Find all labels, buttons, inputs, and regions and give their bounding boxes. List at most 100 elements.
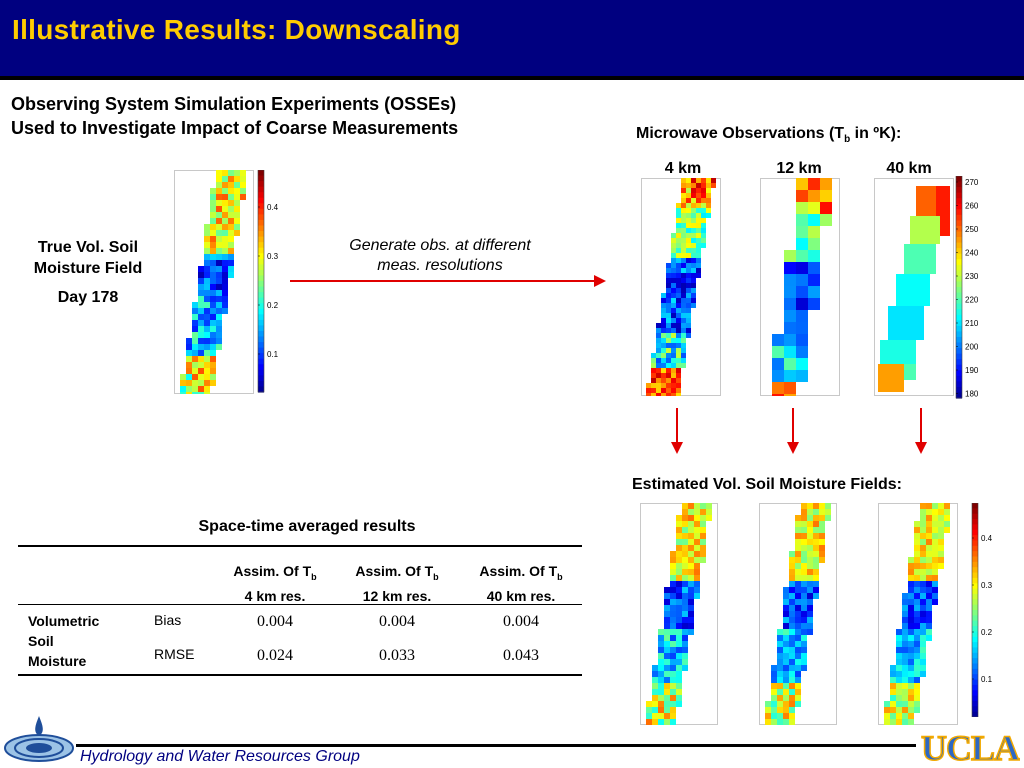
map-cell <box>666 288 671 293</box>
map-cell <box>920 575 926 581</box>
map-cell <box>210 332 216 338</box>
map-cell <box>914 521 920 527</box>
map-cell <box>676 647 682 653</box>
map-cell <box>688 503 694 509</box>
map-cell <box>795 551 801 557</box>
map-cell <box>932 533 938 539</box>
map-cell <box>216 314 222 320</box>
map-cell <box>890 689 896 695</box>
map-cell <box>681 198 686 203</box>
map-cell <box>801 581 807 587</box>
map-cell <box>666 353 671 358</box>
map-cell <box>658 629 664 635</box>
colorbar-segment <box>258 214 264 221</box>
map-cell <box>920 605 926 611</box>
map-cell <box>932 551 938 557</box>
map-cell <box>908 593 914 599</box>
map-cell <box>789 695 795 701</box>
title-divider <box>0 76 1024 80</box>
map-cell <box>234 200 240 206</box>
map-cell <box>944 503 950 509</box>
map-cell <box>198 302 204 308</box>
map-cell <box>222 296 228 302</box>
map-cell <box>686 328 691 333</box>
map-cell <box>210 200 216 206</box>
map-cell <box>661 358 666 363</box>
colorbar-tick: 180 <box>965 390 979 399</box>
map-cell <box>666 298 671 303</box>
map-cell <box>783 593 789 599</box>
map-cell <box>658 659 664 665</box>
map-cell <box>681 238 686 243</box>
map-cell <box>228 200 234 206</box>
map-cell <box>944 509 950 515</box>
res-label-40km: 40 km <box>886 160 932 177</box>
map-cell <box>813 551 819 557</box>
map-cell <box>784 322 796 334</box>
map-cell <box>926 581 932 587</box>
map-cell <box>813 545 819 551</box>
map-cell <box>920 623 926 629</box>
map-cell <box>701 218 706 223</box>
map-cell <box>904 364 916 380</box>
map-cell <box>192 332 198 338</box>
map-cell <box>676 268 681 273</box>
colorbar-segment <box>956 192 962 199</box>
map-cell <box>938 521 944 527</box>
map-cell <box>676 328 681 333</box>
colorbar-segment <box>258 253 264 260</box>
map-cell <box>652 707 658 713</box>
map-cell <box>691 288 696 293</box>
map-cell <box>664 701 670 707</box>
generate-note-line-2: meas. resolutions <box>377 257 503 274</box>
map-cell <box>691 293 696 298</box>
map-cell <box>228 212 234 218</box>
map-cell <box>234 230 240 236</box>
map-cell <box>234 194 240 200</box>
map-cell <box>216 218 222 224</box>
map-cell <box>908 563 914 569</box>
map-cell <box>681 223 686 228</box>
map-cell <box>676 533 682 539</box>
colorbar-segment <box>956 237 962 244</box>
map-cell <box>664 647 670 653</box>
map-cell <box>686 183 691 188</box>
map-cell <box>896 719 902 725</box>
map-cell <box>682 659 688 665</box>
map-cell <box>216 230 222 236</box>
map-cell <box>222 176 228 182</box>
map-cell <box>777 653 783 659</box>
colorbar-tick: 0.4 <box>267 203 279 212</box>
map-cell <box>783 659 789 665</box>
map-cell <box>789 605 795 611</box>
map-cell <box>896 274 930 306</box>
map-cell <box>676 203 681 208</box>
map-cell <box>676 308 681 313</box>
map-cell <box>676 363 681 368</box>
map-cell <box>686 243 691 248</box>
map-cell <box>926 605 932 611</box>
map-cell <box>210 254 216 260</box>
map-cell <box>676 581 682 587</box>
map-cell <box>801 617 807 623</box>
map-cell <box>664 635 670 641</box>
map-cell <box>671 243 676 248</box>
map-cell <box>688 623 694 629</box>
map-cell <box>216 212 222 218</box>
ucla-logo: UCLA <box>920 728 1020 766</box>
map-cell <box>706 183 711 188</box>
colorbar-tick: 0.3 <box>981 581 993 590</box>
right-arrow <box>290 275 606 287</box>
map-cell <box>908 641 914 647</box>
map-cell <box>926 575 932 581</box>
map-cell <box>944 515 950 521</box>
colorbar-segment <box>972 663 978 670</box>
map-cell <box>701 188 706 193</box>
map-cell <box>795 683 801 689</box>
map-cell <box>222 194 228 200</box>
map-cell <box>926 635 932 641</box>
map-cell <box>789 659 795 665</box>
colorbar-segment <box>258 297 264 304</box>
map-cell <box>658 689 664 695</box>
map-cell <box>676 318 681 323</box>
